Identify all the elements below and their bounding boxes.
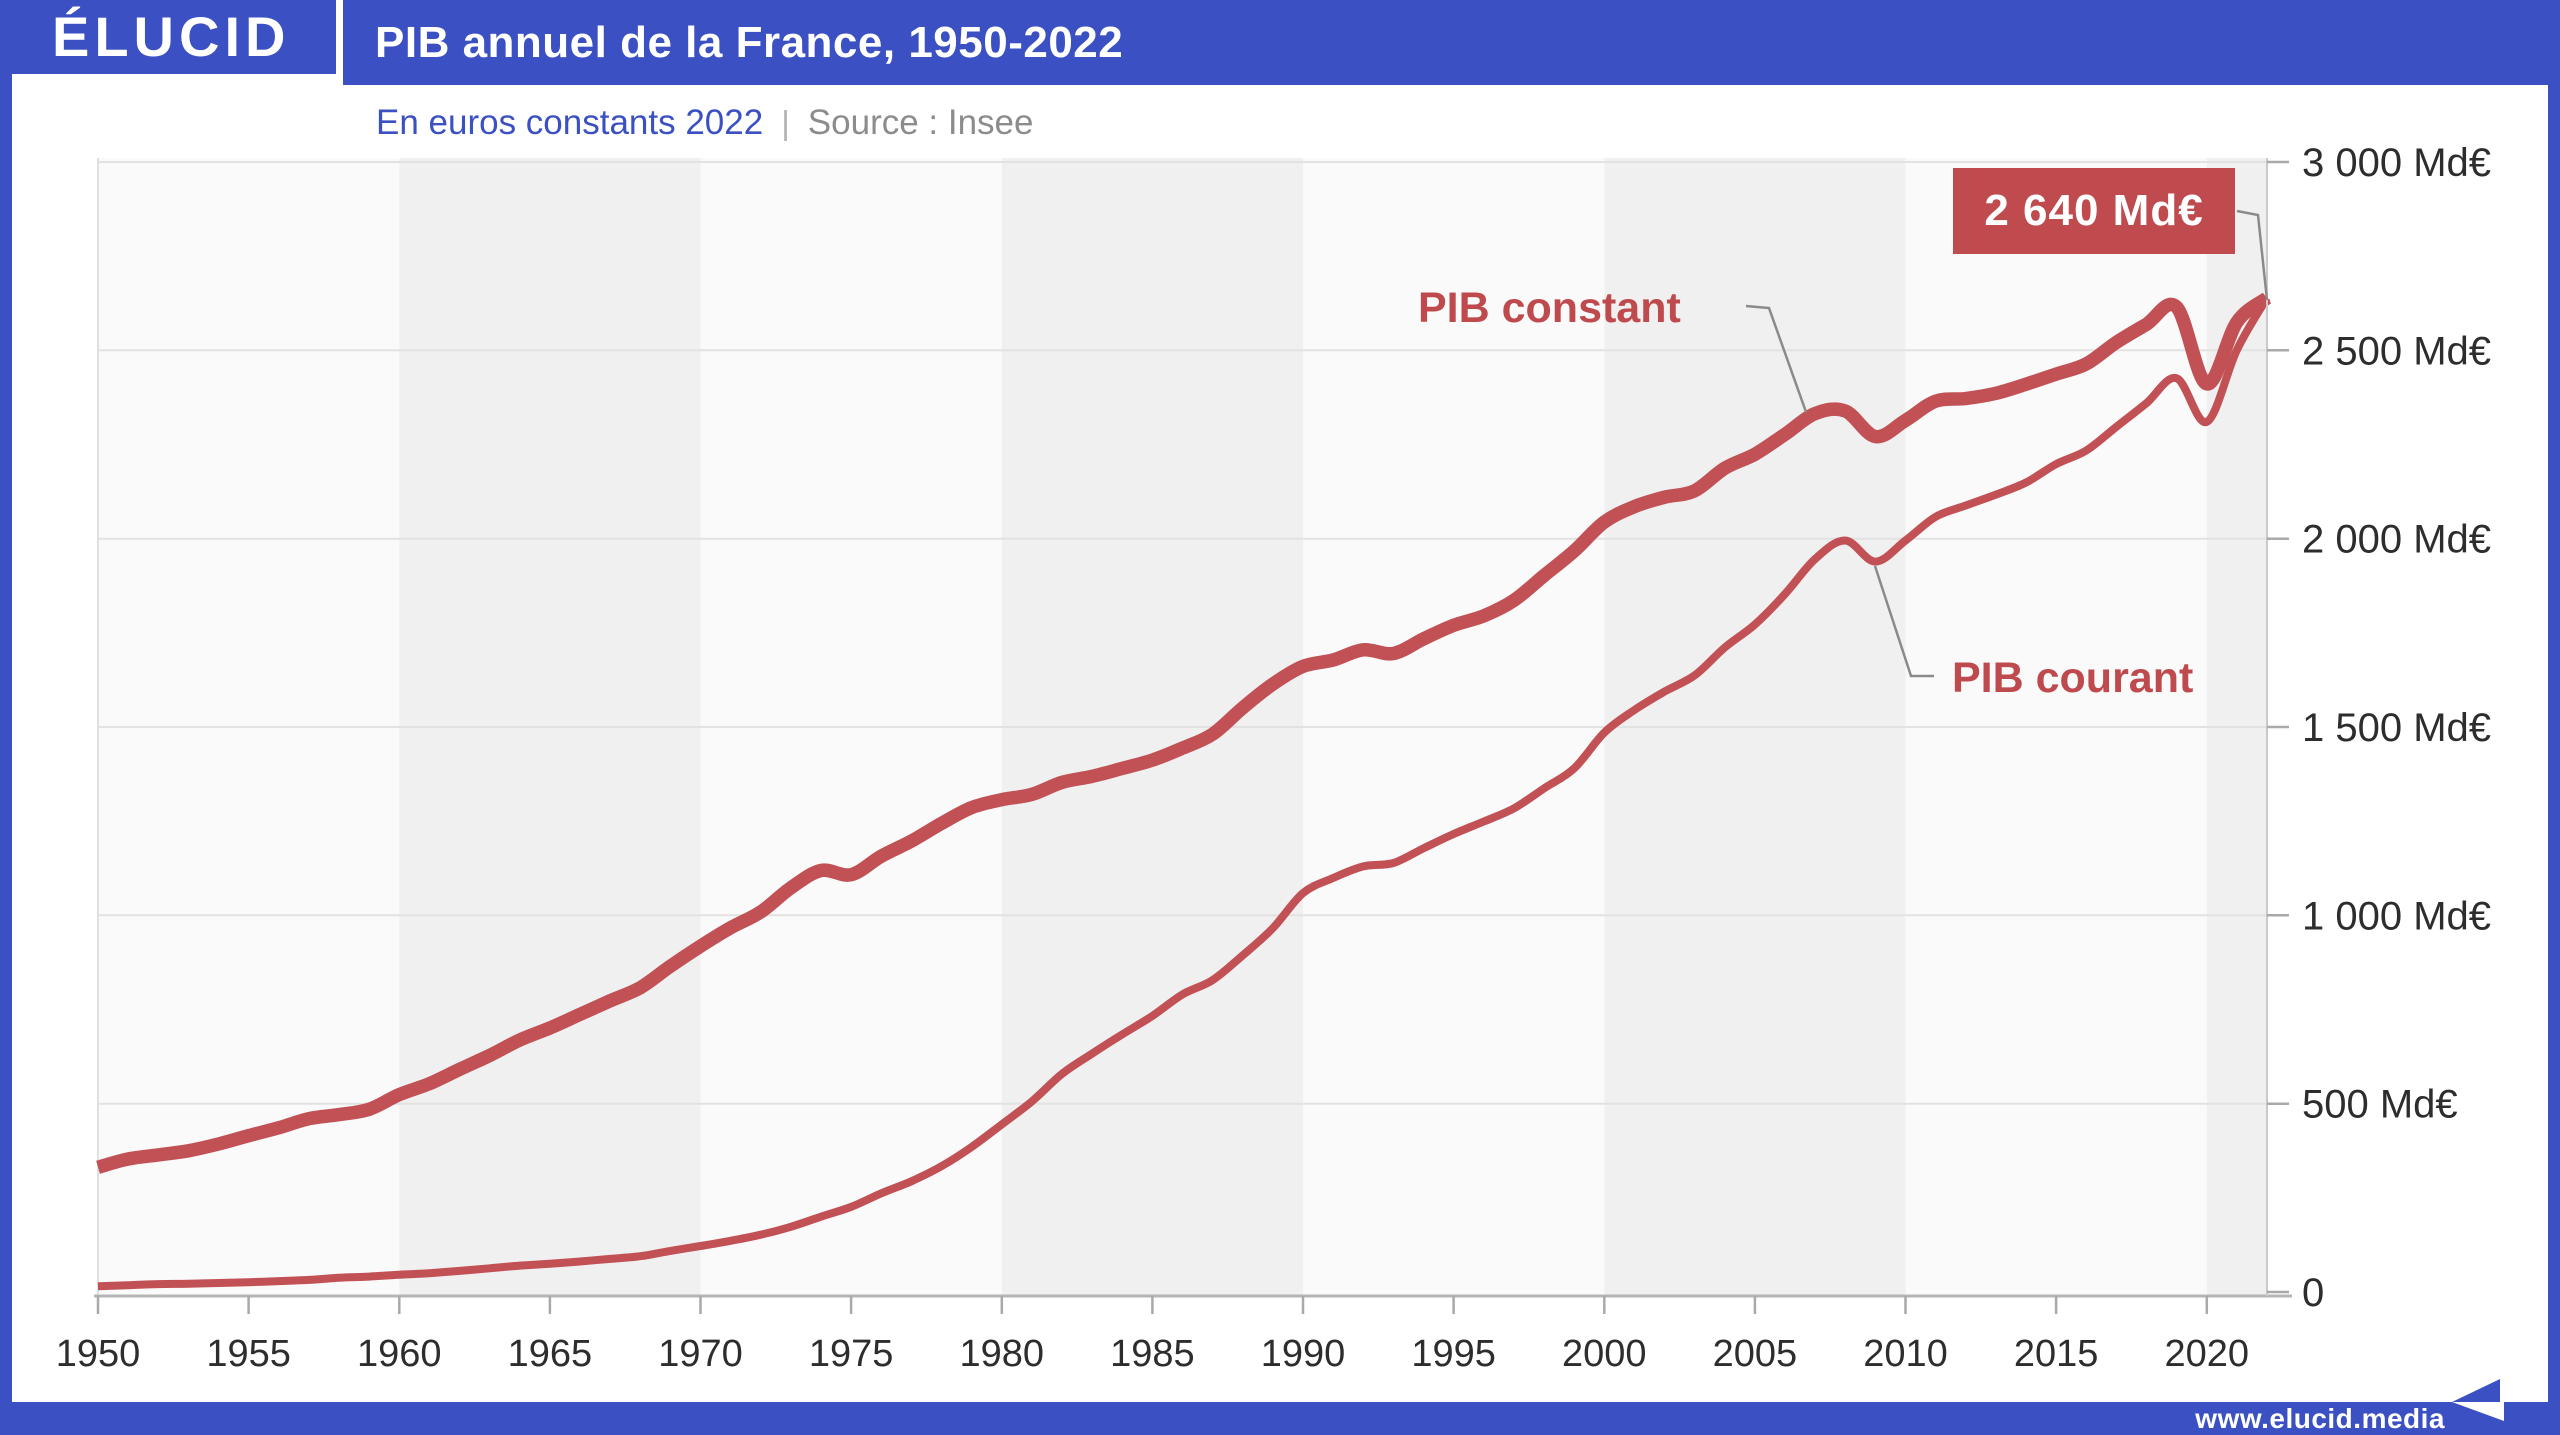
series-label-pib-constant: PIB constant (1418, 284, 1681, 332)
svg-text:2000: 2000 (1562, 1333, 1647, 1375)
svg-text:1975: 1975 (809, 1333, 894, 1375)
svg-text:500 Md€: 500 Md€ (2302, 1083, 2458, 1127)
axis-ticks (96, 160, 2289, 1314)
svg-text:2015: 2015 (2014, 1333, 2099, 1375)
svg-text:2005: 2005 (1713, 1333, 1798, 1375)
svg-text:1990: 1990 (1261, 1333, 1346, 1375)
curve-pib-courant (97, 295, 2271, 1291)
svg-text:1965: 1965 (508, 1333, 593, 1375)
svg-text:1955: 1955 (206, 1333, 291, 1375)
svg-text:1985: 1985 (1110, 1333, 1195, 1375)
svg-text:1995: 1995 (1411, 1333, 1496, 1375)
elucid-arrow-upper-triangle (2452, 1379, 2500, 1402)
gridlines (98, 161, 2267, 1105)
annotation-connectors (1745, 209, 2269, 678)
chart-subtitle: En euros constants 2022 | Source : Insee (376, 103, 1034, 143)
svg-text:1960: 1960 (357, 1333, 442, 1375)
svg-text:1950: 1950 (56, 1333, 141, 1375)
header-title-bar: PIB annuel de la France, 1950-2022 (343, 0, 2560, 85)
series-curves (96, 292, 2272, 1291)
right-border (2548, 0, 2560, 1435)
footer-bar: www.elucid.media (0, 1402, 2560, 1435)
svg-text:1980: 1980 (960, 1333, 1045, 1375)
end-value-badge: 2 640 Md€ (1953, 168, 2235, 254)
svg-text:1 000 Md€: 1 000 Md€ (2302, 894, 2491, 938)
subtitle-unit: En euros constants 2022 (376, 103, 764, 142)
svg-text:1970: 1970 (658, 1333, 743, 1375)
left-border (0, 0, 12, 1435)
page-title: PIB annuel de la France, 1950-2022 (375, 17, 1124, 67)
svg-text:2 000 Md€: 2 000 Md€ (2302, 518, 2491, 562)
series-label-pib-courant: PIB courant (1952, 654, 2194, 702)
svg-text:2 500 Md€: 2 500 Md€ (2302, 329, 2491, 373)
subtitle-source: Source : Insee (807, 103, 1034, 142)
x-axis-labels: 1950 1955 1960 1965 1970 1975 1980 1985 1990 1995… (56, 1333, 2249, 1375)
decade-bands (98, 158, 2268, 1296)
y-axis-labels: 0 500 Md€ 1 000 Md€ 1 500 Md€ 2 000 Md€ 2 500… (2302, 141, 2491, 1315)
svg-text:1 500 Md€: 1 500 Md€ (2302, 706, 2491, 750)
curve-pib-constant (96, 292, 2272, 1174)
svg-text:2020: 2020 (2165, 1333, 2250, 1375)
footer-url-link[interactable]: www.elucid.media (2195, 1402, 2445, 1434)
header-logo-bar: ÉLUCID (0, 0, 336, 74)
elucid-logo: ÉLUCID (52, 5, 291, 68)
svg-text:2010: 2010 (1863, 1333, 1948, 1375)
svg-text:3 000 Md€: 3 000 Md€ (2302, 141, 2491, 185)
svg-text:0: 0 (2302, 1271, 2324, 1315)
subtitle-separator: | (781, 104, 790, 141)
